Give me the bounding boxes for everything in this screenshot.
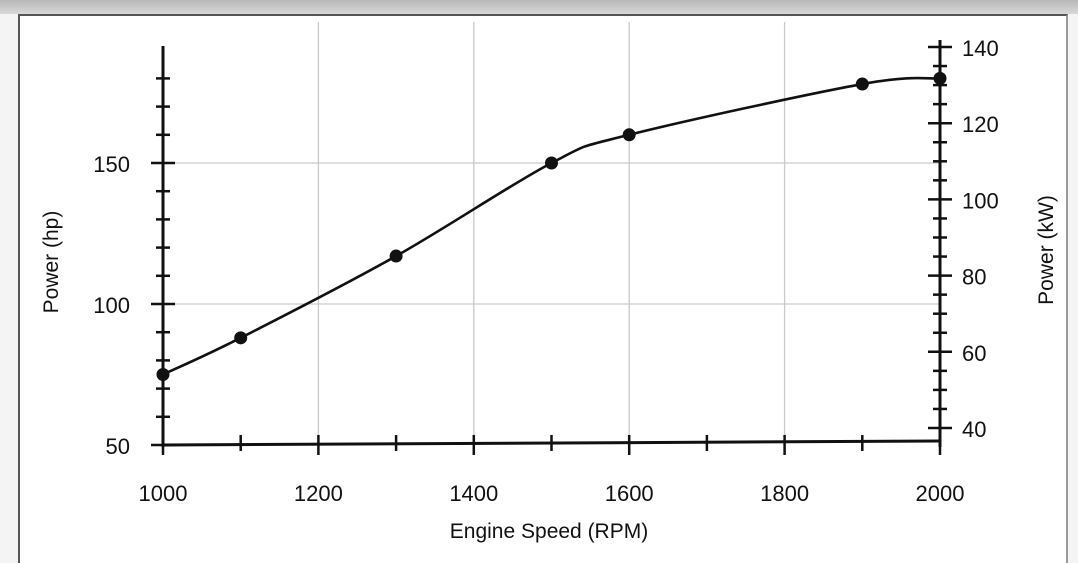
data-point bbox=[234, 331, 248, 345]
y-axis-left-title: Power (hp) bbox=[40, 211, 63, 314]
x-axis-title: Engine Speed (RPM) bbox=[450, 520, 648, 543]
y-right-tick-label: 80 bbox=[962, 265, 986, 290]
y-right-tick-label: 40 bbox=[962, 417, 986, 442]
data-point bbox=[389, 249, 403, 263]
data-point bbox=[622, 128, 636, 142]
data-point bbox=[855, 77, 869, 91]
data-point bbox=[933, 71, 947, 85]
chart-panel bbox=[18, 14, 1068, 563]
x-tick-label: 1200 bbox=[294, 481, 343, 506]
y-right-tick-label: 100 bbox=[962, 188, 999, 213]
x-tick-label: 1600 bbox=[605, 481, 654, 506]
y-left-tick-label: 100 bbox=[93, 293, 130, 318]
y-left-tick-label: 50 bbox=[106, 434, 130, 459]
axes bbox=[161, 40, 942, 447]
tick-marks bbox=[151, 45, 952, 455]
window-top-edge bbox=[0, 0, 1078, 14]
data-point bbox=[545, 156, 558, 170]
grid-lines bbox=[163, 22, 940, 445]
y-axis-right-title: Power (kW) bbox=[1035, 195, 1058, 305]
series-line bbox=[162, 76, 941, 376]
y-right-tick-label: 120 bbox=[962, 112, 999, 137]
y-right-tick-label: 140 bbox=[962, 36, 999, 61]
x-tick-label: 2000 bbox=[916, 481, 965, 506]
tick-labels: 1000 1200 1400 1600 1800 2000 50 100 150 40 60 80 10… bbox=[93, 36, 998, 506]
data-series bbox=[156, 71, 947, 381]
x-tick-label: 1800 bbox=[760, 481, 809, 506]
y-left-tick-label: 150 bbox=[93, 152, 130, 177]
data-point bbox=[156, 368, 170, 381]
x-tick-label: 1000 bbox=[139, 481, 188, 506]
y-right-tick-label: 60 bbox=[962, 341, 986, 366]
x-tick-label: 1400 bbox=[449, 481, 498, 506]
